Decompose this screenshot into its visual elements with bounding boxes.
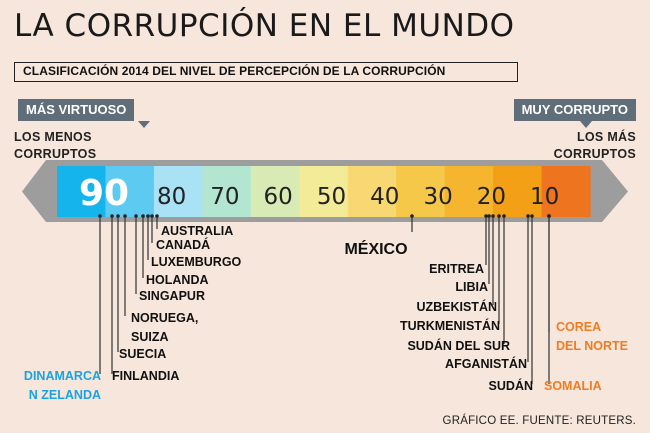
scale-segment bbox=[57, 166, 107, 217]
country-label: DINAMARCA N ZELANDA bbox=[24, 369, 101, 402]
data-point bbox=[98, 214, 102, 218]
country-label-line: SINGAPUR bbox=[139, 289, 205, 303]
scale-segment bbox=[541, 166, 591, 217]
scale-segment bbox=[153, 166, 203, 217]
data-point bbox=[484, 214, 488, 218]
scale-segment bbox=[202, 166, 252, 217]
country-label: TURKMENISTÁN bbox=[400, 318, 500, 333]
country-label: LUXEMBURGO bbox=[151, 255, 242, 269]
data-point bbox=[502, 214, 506, 218]
country-label: NORUEGA, SUIZA bbox=[131, 311, 198, 344]
note-least-corrupt: LOS MENOS CORRUPTOS bbox=[14, 129, 96, 163]
country-label: ERITREA bbox=[429, 262, 484, 276]
data-point bbox=[155, 214, 159, 218]
country-label-line: CANADÁ bbox=[156, 237, 210, 252]
chart-subtitle: CLASIFICACIÓN 2014 DEL NIVEL DE PERCEPCI… bbox=[23, 64, 446, 78]
source-credit: GRÁFICO EE. FUENTE: REUTERS. bbox=[442, 415, 636, 427]
country-label: LIBIA bbox=[455, 280, 488, 294]
country-label-line: SOMALIA bbox=[544, 379, 602, 393]
country-label-line: AUSTRALIA bbox=[161, 224, 233, 238]
tag-mas-virtuoso-label: MÁS VIRTUOSO bbox=[26, 102, 127, 117]
data-point bbox=[134, 214, 138, 218]
country-label: SUDÁN bbox=[489, 378, 533, 393]
tick-label: 70 bbox=[210, 184, 239, 210]
country-label: MÉXICO bbox=[344, 239, 407, 258]
tick-label: 20 bbox=[477, 184, 506, 210]
tick-label: 40 bbox=[370, 184, 399, 210]
country-label-line: DINAMARCA bbox=[24, 369, 101, 383]
data-point bbox=[526, 214, 530, 218]
tick-label: 80 bbox=[157, 184, 186, 210]
country-label-line: DEL NORTE bbox=[556, 339, 628, 353]
data-point bbox=[410, 214, 414, 218]
country-label-line: LUXEMBURGO bbox=[151, 255, 242, 269]
country-label: FINLANDIA bbox=[112, 369, 179, 383]
data-point bbox=[530, 214, 534, 218]
country-label: UZBEKISTÁN bbox=[416, 299, 497, 314]
data-point bbox=[123, 214, 127, 218]
page-title: LA CORRUPCIÓN EN EL MUNDO bbox=[14, 8, 515, 44]
country-label-line: HOLANDA bbox=[146, 273, 209, 287]
note-least-corrupt-line-1: LOS MENOS bbox=[14, 130, 92, 144]
note-most-corrupt: LOS MÁS CORRUPTOS bbox=[554, 129, 636, 163]
data-point bbox=[146, 214, 150, 218]
country-label-line: FINLANDIA bbox=[112, 369, 179, 383]
country-label: SUECIA bbox=[119, 347, 166, 361]
subtitle-box: CLASIFICACIÓN 2014 DEL NIVEL DE PERCEPCI… bbox=[14, 62, 518, 82]
country-label-line: N ZELANDA bbox=[29, 388, 101, 402]
tag-muy-corrupto-pointer bbox=[580, 121, 592, 128]
country-label-line: SUDÁN DEL SUR bbox=[407, 338, 510, 353]
tag-mas-virtuoso: MÁS VIRTUOSO bbox=[18, 99, 135, 121]
tick-label: 30 bbox=[423, 184, 452, 210]
data-point bbox=[487, 214, 491, 218]
country-label-line: SUECIA bbox=[119, 347, 166, 361]
tick-label: 10 bbox=[530, 184, 559, 210]
scale-segment bbox=[347, 166, 397, 217]
country-label: SINGAPUR bbox=[139, 289, 205, 303]
country-label-line: SUIZA bbox=[131, 330, 169, 344]
country-label-line: LIBIA bbox=[455, 280, 488, 294]
scale-segment bbox=[396, 166, 446, 217]
note-most-corrupt-line-2: CORRUPTOS bbox=[553, 147, 636, 161]
country-label-line: NORUEGA, bbox=[131, 311, 198, 325]
country-label-line: UZBEKISTÁN bbox=[416, 299, 497, 314]
data-point bbox=[547, 214, 551, 218]
country-label: CANADÁ bbox=[156, 237, 210, 252]
scale-segment bbox=[444, 166, 494, 217]
tag-muy-corrupto: MUY CORRUPTO bbox=[513, 99, 636, 121]
country-label-line: ERITREA bbox=[429, 262, 484, 276]
data-point bbox=[491, 214, 495, 218]
tag-muy-corrupto-label: MUY CORRUPTO bbox=[521, 102, 628, 117]
scale-segment bbox=[299, 166, 349, 217]
scale-segment bbox=[105, 166, 155, 217]
note-least-corrupt-line-2: CORRUPTOS bbox=[14, 147, 97, 161]
data-point bbox=[141, 214, 145, 218]
tick-label: 90 bbox=[79, 173, 129, 214]
country-label-line: AFGANISTÁN bbox=[445, 356, 527, 371]
country-label: COREA DEL NORTE bbox=[556, 320, 628, 353]
note-most-corrupt-line-1: LOS MÁS bbox=[576, 130, 636, 144]
country-label-line: COREA bbox=[556, 320, 601, 334]
data-point bbox=[150, 214, 154, 218]
data-point bbox=[110, 214, 114, 218]
tag-mas-virtuoso-pointer bbox=[138, 121, 150, 128]
country-label-line: TURKMENISTÁN bbox=[400, 318, 500, 333]
scale-segment bbox=[493, 166, 543, 217]
country-label: SUDÁN DEL SUR bbox=[407, 338, 510, 353]
country-label: SOMALIA bbox=[544, 379, 602, 393]
country-label: AUSTRALIA bbox=[161, 224, 233, 238]
country-label: HOLANDA bbox=[146, 273, 209, 287]
country-label-line: MÉXICO bbox=[344, 239, 407, 258]
country-label: AFGANISTÁN bbox=[445, 356, 527, 371]
data-point bbox=[497, 214, 501, 218]
scale-segment bbox=[250, 166, 300, 217]
data-point bbox=[116, 214, 120, 218]
tick-label: 60 bbox=[264, 184, 293, 210]
country-label-line: SUDÁN bbox=[489, 378, 533, 393]
tick-label: 50 bbox=[317, 184, 346, 210]
